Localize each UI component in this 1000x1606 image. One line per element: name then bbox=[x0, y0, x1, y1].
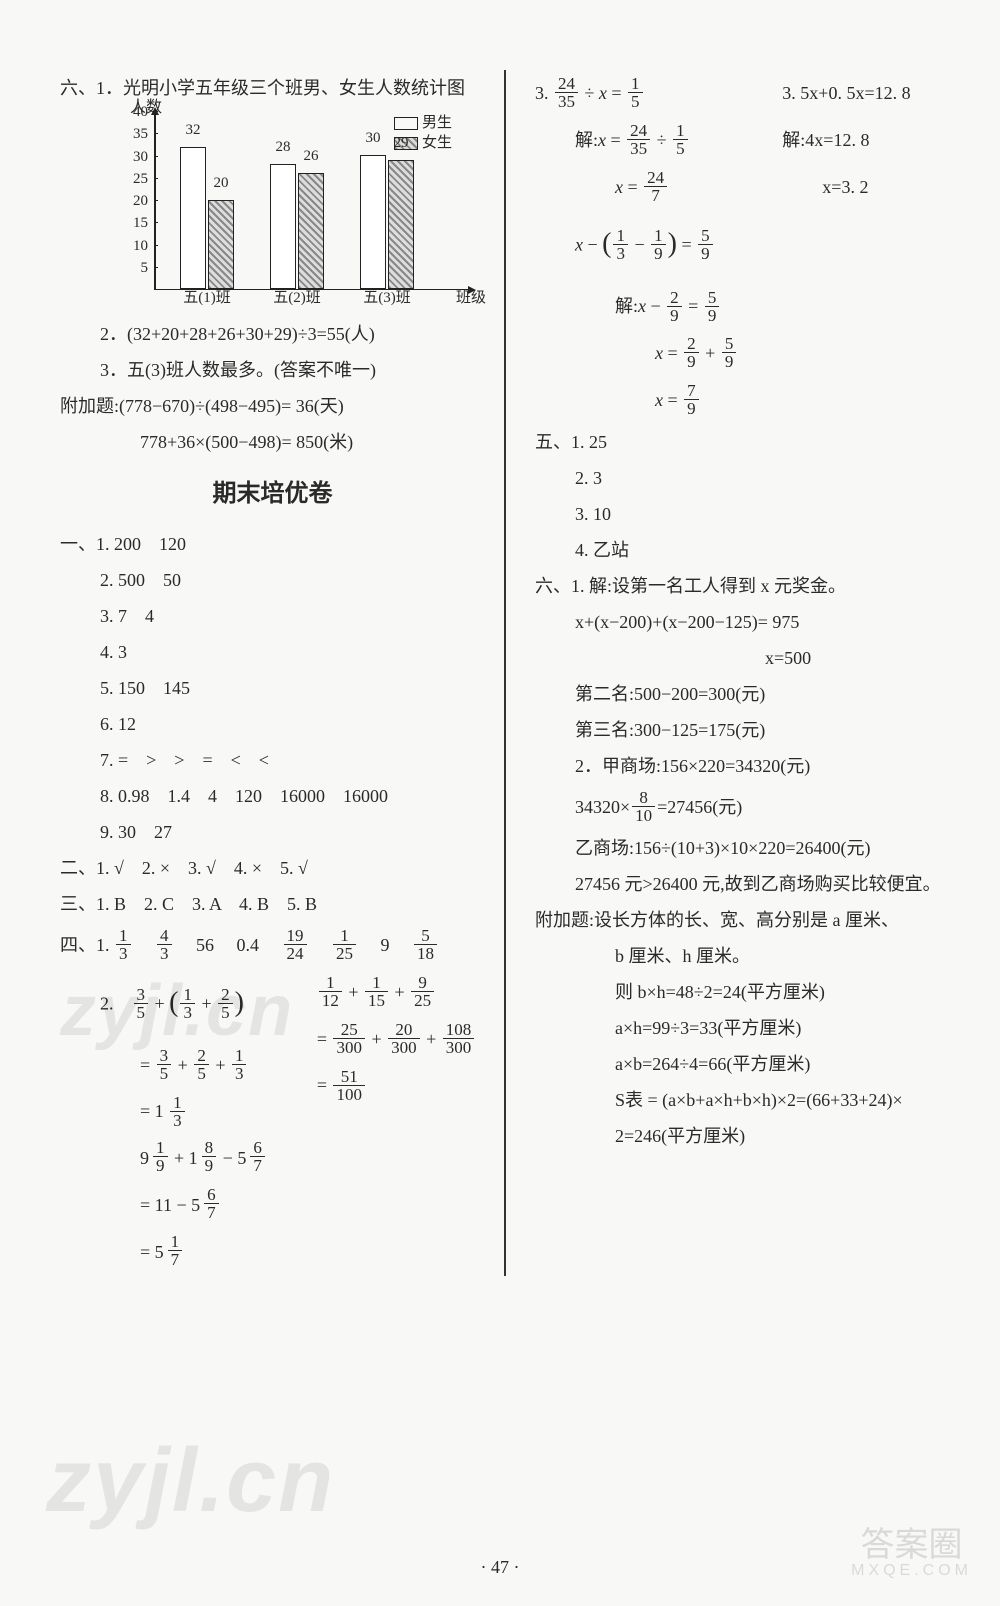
text-line: 2=246(平方厘米) bbox=[535, 1118, 950, 1154]
bar-value: 30 bbox=[366, 123, 381, 153]
bar-girl bbox=[298, 173, 324, 289]
text-line: 附加题:设长方体的长、宽、高分别是 a 厘米、 bbox=[535, 902, 950, 938]
text-line: x=500 bbox=[535, 640, 950, 676]
text-line: 4. 3 bbox=[60, 634, 485, 670]
text-line: 第二名:500−200=300(元) bbox=[535, 676, 950, 712]
text-line: 第三名:300−125=175(元) bbox=[535, 712, 950, 748]
bar-value: 29 bbox=[394, 128, 409, 158]
text-line: 附加题:(778−670)÷(498−495)= 36(天) bbox=[60, 388, 485, 424]
text-line: 7. = > > = < < bbox=[60, 742, 485, 778]
legend-boy-label: 男生 bbox=[422, 115, 452, 131]
text-line: 3. 7 4 bbox=[60, 598, 485, 634]
text-line: x=3. 2 bbox=[782, 164, 950, 211]
text-line: S表 = (a×b+a×h+b×h)×2=(66+33+24)× bbox=[535, 1082, 950, 1118]
text-line: 则 b×h=48÷2=24(平方厘米) bbox=[535, 974, 950, 1010]
bar-girl bbox=[388, 160, 414, 289]
bar-value: 20 bbox=[214, 168, 229, 198]
column-divider bbox=[504, 70, 506, 1276]
text-line: a×b=264÷4=66(平方厘米) bbox=[535, 1046, 950, 1082]
text-line: b 厘米、h 厘米。 bbox=[535, 938, 950, 974]
text-line: 4. 乙站 bbox=[535, 532, 950, 568]
text-line: 3. 5x+0. 5x=12. 8 bbox=[782, 70, 950, 117]
footer-logo-icon: 答案圈MXQE.COM bbox=[851, 1528, 972, 1580]
bar-value: 28 bbox=[276, 132, 291, 162]
q3-row: 3. 2435 ÷ x = 15 解:x = 2435 ÷ 15 x = 247… bbox=[535, 70, 950, 210]
val: 0.4 bbox=[237, 935, 260, 955]
text-line: 6. 12 bbox=[60, 706, 485, 742]
bar-value: 26 bbox=[304, 141, 319, 171]
text-line: 三、1. B 2. C 3. A 4. B 5. B bbox=[60, 886, 485, 922]
xaxis-name: 班级 bbox=[456, 283, 486, 313]
text-line: a×h=99÷3=33(平方厘米) bbox=[535, 1010, 950, 1046]
watermark-icon: zyjl.cn bbox=[46, 1430, 335, 1533]
work-row: 2. 35 + (13 + 25) = 35 + 25 + 13 = 1 13 … bbox=[60, 969, 485, 1276]
text-line: 六、1. 解:设第一名工人得到 x 元奖金。 bbox=[535, 568, 950, 604]
page-number: · 47 · bbox=[481, 1557, 520, 1578]
ytick: 40 bbox=[100, 97, 154, 127]
section-title: 期末培优卷 bbox=[60, 470, 485, 518]
label: 四、1. bbox=[60, 935, 110, 955]
bar-boy bbox=[360, 155, 386, 289]
text-line: 解:4x=12. 8 bbox=[782, 117, 950, 164]
text-line: 3. 10 bbox=[535, 496, 950, 532]
text-line: 2. 500 50 bbox=[60, 562, 485, 598]
bar-boy bbox=[270, 164, 296, 289]
xlabel: 五(3)班 bbox=[363, 283, 411, 313]
text-line: 2. 3 bbox=[535, 460, 950, 496]
frac-row: 四、1. 13 43 56 0.4 1924 125 9 518 bbox=[60, 922, 485, 969]
bar-boy bbox=[180, 147, 206, 289]
text-line: 5. 150 145 bbox=[60, 670, 485, 706]
text-line: 二、1. √ 2. × 3. √ 4. × 5. √ bbox=[60, 850, 485, 886]
text-line: 34320×810=27456(元) bbox=[535, 784, 950, 831]
y-axis bbox=[154, 112, 156, 290]
text-line: 778+36×(500−498)= 850(米) bbox=[60, 424, 485, 460]
expr: x − (13 − 19) = 59 bbox=[535, 210, 950, 283]
bar-value: 32 bbox=[186, 115, 201, 145]
text-line: x+(x−200)+(x−200−125)= 975 bbox=[535, 604, 950, 640]
legend-girl-label: 女生 bbox=[422, 135, 452, 151]
text-line: 五、1. 25 bbox=[535, 424, 950, 460]
text-line: 2．(32+20+28+26+30+29)÷3=55(人) bbox=[60, 316, 485, 352]
text-line: 一、1. 200 120 bbox=[60, 526, 485, 562]
bar-chart: 人数 男生 女生 5 10 15 20 25 30 35 40 32 20 bbox=[100, 112, 480, 308]
left-column: 六、1．光明小学五年级三个班男、女生人数统计图 人数 男生 女生 5 10 15… bbox=[60, 70, 500, 1276]
xlabel: 五(1)班 bbox=[183, 283, 231, 313]
bar-girl bbox=[208, 200, 234, 289]
text-line: 9. 30 27 bbox=[60, 814, 485, 850]
text-line: 2．甲商场:156×220=34320(元) bbox=[535, 748, 950, 784]
text-line: 8. 0.98 1.4 4 120 16000 16000 bbox=[60, 778, 485, 814]
val: 9 bbox=[381, 935, 390, 955]
val: 56 bbox=[196, 935, 214, 955]
xlabel: 五(2)班 bbox=[273, 283, 321, 313]
text-line: 乙商场:156÷(10+3)×10×220=26400(元) bbox=[535, 830, 950, 866]
text-line: 3．五(3)班人数最多。(答案不唯一) bbox=[60, 352, 485, 388]
right-column: 3. 2435 ÷ x = 15 解:x = 2435 ÷ 15 x = 247… bbox=[510, 70, 950, 1276]
text-line: 27456 元>26400 元,故到乙商场购买比较便宜。 bbox=[535, 866, 950, 902]
